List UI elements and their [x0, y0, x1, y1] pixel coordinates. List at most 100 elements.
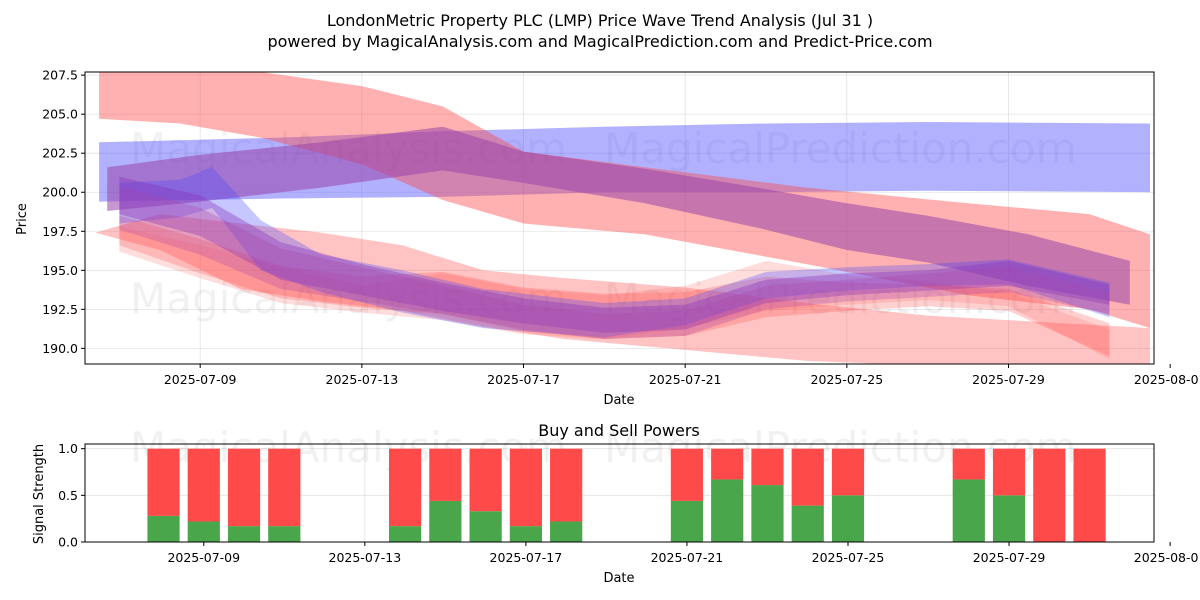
- x-tick: 2025-07-25: [812, 542, 885, 565]
- buy-bar: [388, 526, 422, 542]
- y-tick: 0.5: [58, 488, 85, 503]
- sell-bar: [227, 448, 261, 527]
- x-tick-label: 2025-08-01: [1134, 372, 1200, 387]
- x-tick-label: 2025-07-09: [164, 372, 237, 387]
- x-tick-label: 2025-07-17: [487, 372, 560, 387]
- sell-bar: [1033, 448, 1066, 542]
- sell-bar: [992, 448, 1026, 496]
- y-tick: 197.5: [42, 224, 85, 239]
- buy-bar: [147, 515, 180, 542]
- x-tick: 2025-07-21: [651, 542, 724, 565]
- buy-bar: [992, 495, 1026, 542]
- price-axes-frame: [84, 71, 1155, 365]
- y-tick-label: 200.0: [42, 185, 78, 200]
- sell-bar: [147, 448, 180, 516]
- y-tick: 1.0: [58, 441, 85, 456]
- chart-subtitle: powered by MagicalAnalysis.com and Magic…: [267, 32, 932, 51]
- x-tick: 2025-07-13: [329, 542, 402, 565]
- chart-title: LondonMetric Property PLC (LMP) Price Wa…: [327, 11, 873, 30]
- sell-bar: [1073, 448, 1106, 542]
- price-y-ticks: 190.0 192.5 195.0 197.5 200.0 202.5 205.…: [42, 68, 85, 356]
- wave-band-red-mid-3: [119, 226, 1110, 360]
- watermark-text: MagicalAnalysis.com: [130, 274, 567, 323]
- wave-band-purple-mid-2: [119, 186, 1110, 339]
- x-tick-label: 2025-07-13: [326, 372, 399, 387]
- watermark-text: MagicalPrediction.com: [604, 274, 1077, 323]
- buy-bar: [550, 521, 583, 542]
- y-tick: 192.5: [42, 302, 85, 317]
- signal-y-ticks: 0.0 0.5 1.0: [58, 441, 85, 550]
- y-tick: 195.0: [42, 263, 85, 278]
- y-tick-label: 202.5: [42, 146, 78, 161]
- watermark-text: MagicalPrediction.com: [604, 124, 1077, 173]
- x-tick: 2025-07-29: [972, 364, 1045, 387]
- sell-bar: [509, 448, 542, 527]
- x-tick: 2025-07-17: [487, 364, 560, 387]
- y-tick: 190.0: [42, 341, 85, 356]
- y-tick-label: 0.5: [58, 488, 78, 503]
- signal-bars: [147, 448, 1106, 542]
- x-tick-label: 2025-07-25: [812, 550, 885, 565]
- wave-band-red-mid-1: [95, 214, 1150, 364]
- sell-bar: [751, 448, 784, 486]
- y-tick-label: 1.0: [58, 441, 78, 456]
- sell-bar: [388, 448, 422, 527]
- wave-band-purple-long: [107, 126, 1130, 305]
- sell-bar: [791, 448, 824, 506]
- buy-bar: [711, 479, 744, 542]
- y-tick: 0.0: [58, 535, 85, 550]
- y-tick: 205.0: [42, 107, 85, 122]
- x-tick: 2025-07-09: [164, 364, 237, 387]
- sell-bar: [268, 448, 301, 527]
- buy-bar: [952, 479, 985, 542]
- x-tick: 2025-07-09: [167, 542, 240, 565]
- buy-bar: [469, 511, 502, 542]
- x-tick: 2025-07-21: [649, 364, 722, 387]
- sell-bar: [831, 448, 865, 496]
- price-x-ticks: 2025-07-09 2025-07-13 2025-07-17 2025-07…: [164, 364, 1200, 387]
- wave-band-purple-mid-1: [119, 176, 1110, 333]
- y-tick: 200.0: [42, 185, 85, 200]
- buy-bar: [670, 500, 704, 542]
- sell-bar: [952, 448, 985, 480]
- x-tick: 2025-07-29: [973, 542, 1045, 565]
- buy-bar: [791, 505, 824, 542]
- price-y-axis-label: Price: [15, 203, 30, 235]
- sell-bar: [550, 448, 583, 522]
- signal-x-axis-label: Date: [603, 571, 634, 586]
- y-tick: 207.5: [42, 68, 85, 83]
- x-tick-label: 2025-08-01: [1134, 550, 1200, 565]
- y-tick-label: 190.0: [42, 341, 78, 356]
- y-tick-label: 195.0: [42, 263, 78, 278]
- y-tick: 202.5: [42, 146, 85, 161]
- x-tick-label: 2025-07-29: [972, 372, 1045, 387]
- price-bands: [95, 72, 1151, 364]
- signal-axes-frame: [84, 443, 1155, 543]
- buy-sell-panel: Buy and Sell Powers MagicalAnalysis.com …: [32, 421, 1200, 586]
- wave-band-blue-mid-1: [119, 167, 1110, 338]
- x-tick-label: 2025-07-21: [651, 550, 724, 565]
- buy-bar: [429, 500, 462, 542]
- price-wave-panel: MagicalAnalysis.com MagicalPrediction.co…: [15, 68, 1200, 408]
- x-tick-label: 2025-07-09: [167, 550, 240, 565]
- signal-y-axis-label: Signal Strength: [32, 444, 47, 544]
- x-tick: 2025-07-17: [490, 542, 562, 565]
- sell-bar: [711, 448, 744, 480]
- buy-bar: [831, 495, 865, 542]
- buy-bar: [268, 526, 301, 542]
- wave-band-red-mid-2: [119, 215, 1110, 357]
- x-tick-label: 2025-07-13: [329, 550, 402, 565]
- price-x-axis-label: Date: [603, 393, 634, 408]
- sell-bar: [187, 448, 220, 522]
- y-tick-label: 192.5: [42, 302, 78, 317]
- signal-x-ticks: 2025-07-09 2025-07-13 2025-07-17 2025-07…: [167, 542, 1200, 565]
- buy-bar: [751, 485, 784, 542]
- buy-bar: [187, 521, 220, 542]
- x-tick-label: 2025-07-25: [811, 372, 884, 387]
- sell-bar: [670, 448, 704, 501]
- buy-bar: [509, 526, 542, 542]
- buy-sell-title: Buy and Sell Powers: [538, 421, 700, 440]
- sell-bar: [469, 448, 502, 512]
